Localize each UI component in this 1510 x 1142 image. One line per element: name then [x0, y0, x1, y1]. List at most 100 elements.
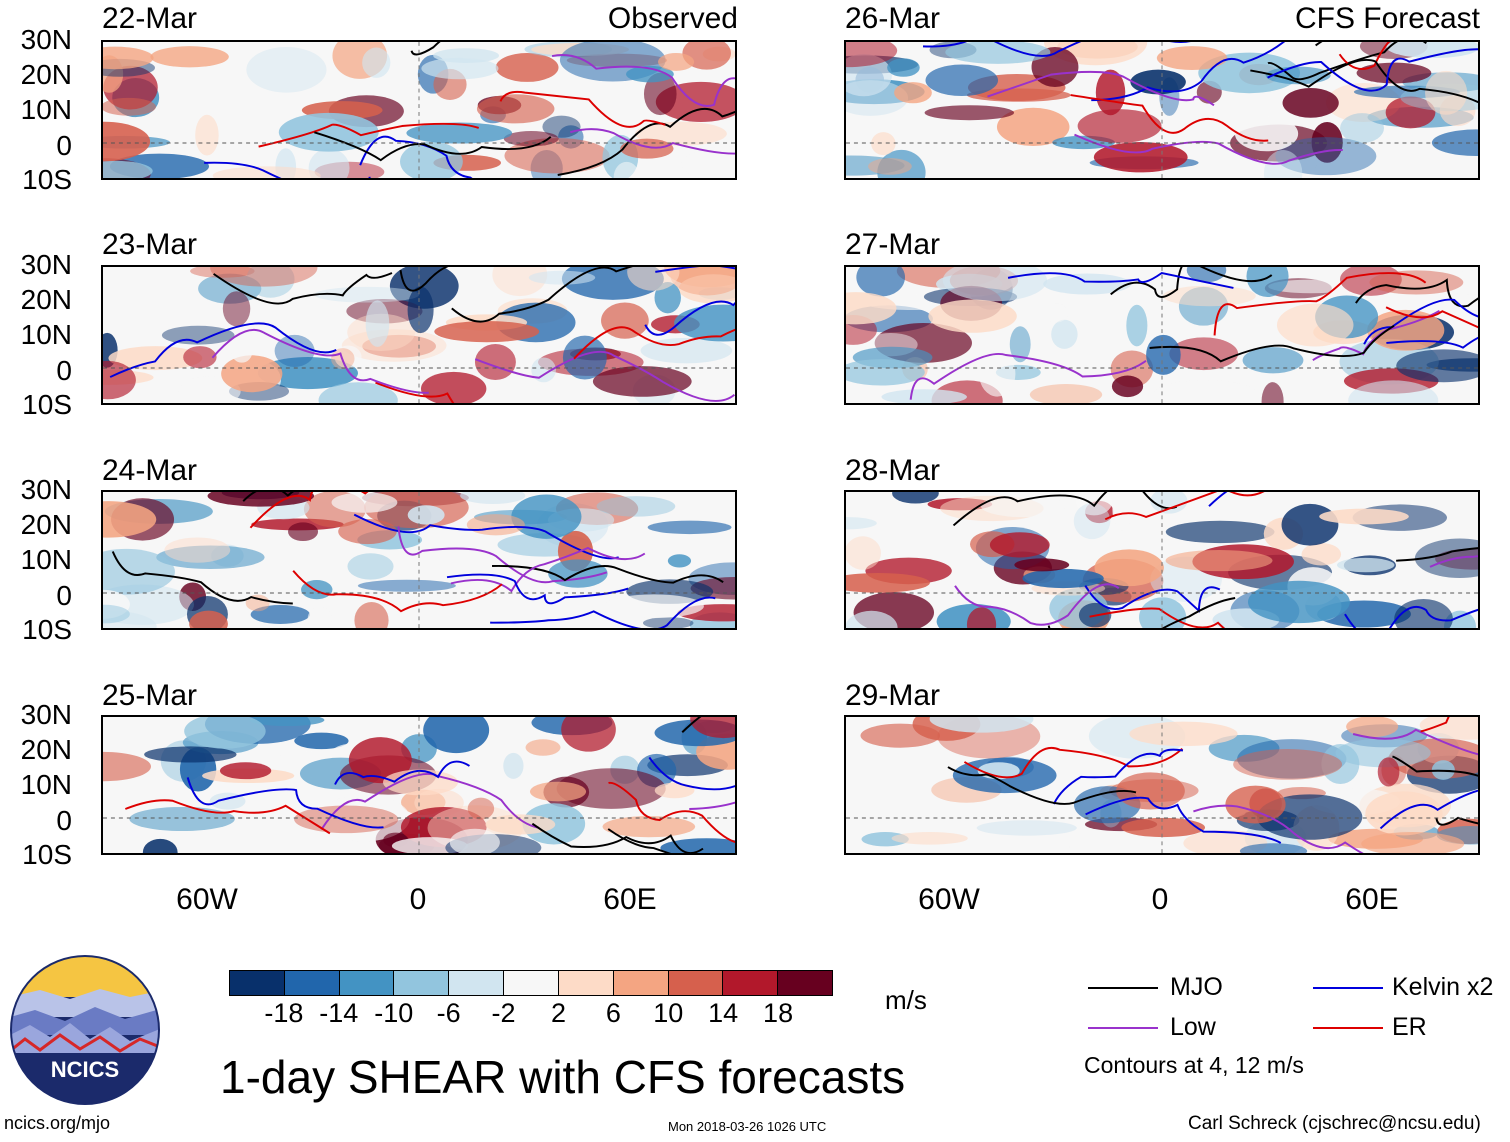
map-panel: [844, 40, 1480, 180]
shear-blob: [1377, 757, 1400, 787]
shear-blob: [476, 94, 555, 124]
shear-field: [103, 492, 735, 628]
colorbar-tick: 18: [763, 998, 794, 1028]
shear-blob: [1043, 303, 1069, 323]
colorbar-segment: [613, 971, 669, 995]
contour-line: [292, 570, 503, 613]
contour-line: [1386, 336, 1478, 349]
contour-line: [111, 551, 293, 605]
colorbar-tick: -14: [319, 998, 359, 1028]
shear-blob: [1165, 549, 1273, 572]
shear-blob: [928, 299, 1017, 333]
lat-label: 10N: [20, 319, 72, 350]
contour-line: [492, 565, 724, 584]
lat-label: 10N: [20, 544, 72, 575]
shear-blob: [1095, 69, 1126, 116]
contour-line: [490, 596, 716, 628]
contour-line: [909, 353, 1147, 400]
contour-line: [258, 122, 480, 148]
shear-blob: [246, 267, 295, 298]
shear-blob: [108, 346, 203, 371]
shear-blob: [1319, 508, 1409, 525]
contour-line: [397, 526, 608, 584]
lat-label: 10N: [20, 94, 72, 125]
shear-field: [846, 492, 1478, 628]
shear-blob: [219, 762, 272, 780]
panel-date: 25-Mar: [102, 679, 198, 712]
colorbar-segment: [339, 971, 395, 995]
shear-blob: [1414, 538, 1478, 578]
lat-label: 20N: [20, 284, 72, 315]
shear-blob: [281, 283, 379, 296]
shear-blob: [198, 273, 262, 304]
shear-blob: [980, 495, 1066, 518]
shear-blob: [1112, 492, 1133, 531]
lon-label: 60E: [603, 883, 657, 916]
contour-line: [644, 300, 735, 336]
shear-blob: [602, 816, 696, 838]
footer-url[interactable]: ncics.org/mjo: [4, 1113, 111, 1133]
contour-line: [1344, 605, 1478, 628]
shear-blob: [449, 828, 500, 853]
colorbar-segment: [778, 971, 832, 995]
contour-line: [375, 381, 455, 403]
contour-line: [124, 799, 331, 835]
shear-blob: [210, 267, 318, 287]
contour-line: [569, 128, 735, 155]
shear-blob: [331, 492, 398, 513]
contour-line: [531, 822, 704, 853]
lat-label: 10S: [22, 389, 72, 420]
shear-blob: [1022, 568, 1104, 589]
shear-blob: [1365, 791, 1443, 836]
contour-line: [987, 70, 1215, 107]
panel-date: 22-Mar: [102, 2, 198, 35]
shear-blob: [1126, 304, 1148, 347]
shear-blob: [1146, 334, 1181, 375]
shear-blob: [877, 149, 926, 178]
shear-blob: [1225, 785, 1286, 824]
shear-blob: [433, 48, 499, 63]
contour-note: Contours at 4, 12 m/s: [1084, 1052, 1304, 1078]
shear-blob: [1129, 721, 1238, 747]
shear-blob: [222, 291, 251, 327]
shear-blob: [1386, 42, 1478, 59]
colorbar-tick: 10: [653, 998, 684, 1028]
ncics-logo: NCICS: [10, 955, 160, 1105]
shear-blob: [1014, 558, 1070, 572]
shear-blob: [466, 514, 525, 536]
shear-blob: [1076, 492, 1113, 516]
contour-line: [1396, 547, 1478, 562]
contour-line: [1193, 804, 1364, 853]
shear-blob: [103, 97, 156, 116]
shear-blob: [996, 107, 1070, 147]
shear-blob: [525, 739, 561, 756]
shear-blob: [1247, 580, 1350, 624]
shear-field: [846, 42, 1478, 178]
shear-blob: [887, 58, 920, 77]
contour-line: [607, 828, 672, 853]
shear-blob: [1301, 543, 1342, 566]
contour-line: [450, 546, 646, 593]
contour-line: [1429, 555, 1478, 568]
contour-line: [1091, 42, 1286, 102]
lat-label: 0: [56, 355, 72, 386]
shear-blob: [1433, 270, 1478, 295]
shear-blob: [1029, 384, 1103, 403]
shear-blob: [103, 548, 175, 595]
shear-blob: [103, 751, 151, 782]
shear-blob: [925, 64, 999, 97]
panel-source-label: CFS Forecast: [1294, 2, 1480, 35]
shear-blob: [654, 782, 695, 799]
contour-line: [1104, 492, 1265, 521]
contour-line: [573, 326, 735, 360]
contour-line: [608, 781, 735, 843]
lon-label: 60W: [176, 883, 238, 916]
panel-date: 27-Mar: [845, 228, 941, 261]
shear-blob: [1394, 599, 1453, 628]
shear-blob: [1051, 319, 1078, 349]
shear-blob: [670, 267, 735, 296]
shear-blob: [249, 717, 325, 727]
legend-line-kelvin: [1313, 987, 1383, 989]
contour-line: [1070, 94, 1269, 142]
shear-field: [103, 42, 735, 178]
